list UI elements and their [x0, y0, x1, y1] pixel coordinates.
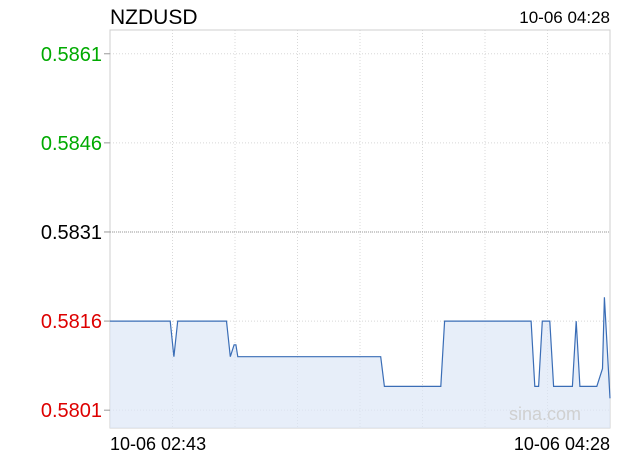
timestamp: 10-06 04:28 [519, 8, 610, 27]
watermark: sina.com [509, 404, 581, 424]
x-tick-label-end: 10-06 04:28 [514, 434, 610, 454]
y-tick-label: 0.5846 [41, 133, 102, 155]
chart-title: NZDUSD [110, 6, 198, 29]
y-axis-ticks: 0.5861 0.5846 0.5831 0.5816 0.5801 [41, 44, 110, 422]
y-tick-label: 0.5801 [41, 400, 102, 422]
y-tick-label: 0.5816 [41, 311, 102, 333]
price-line [110, 297, 611, 399]
price-area [110, 297, 610, 428]
y-tick-label: 0.5861 [41, 44, 102, 66]
y-tick-label: 0.5831 [41, 222, 102, 244]
x-tick-label-start: 10-06 02:43 [110, 434, 206, 454]
